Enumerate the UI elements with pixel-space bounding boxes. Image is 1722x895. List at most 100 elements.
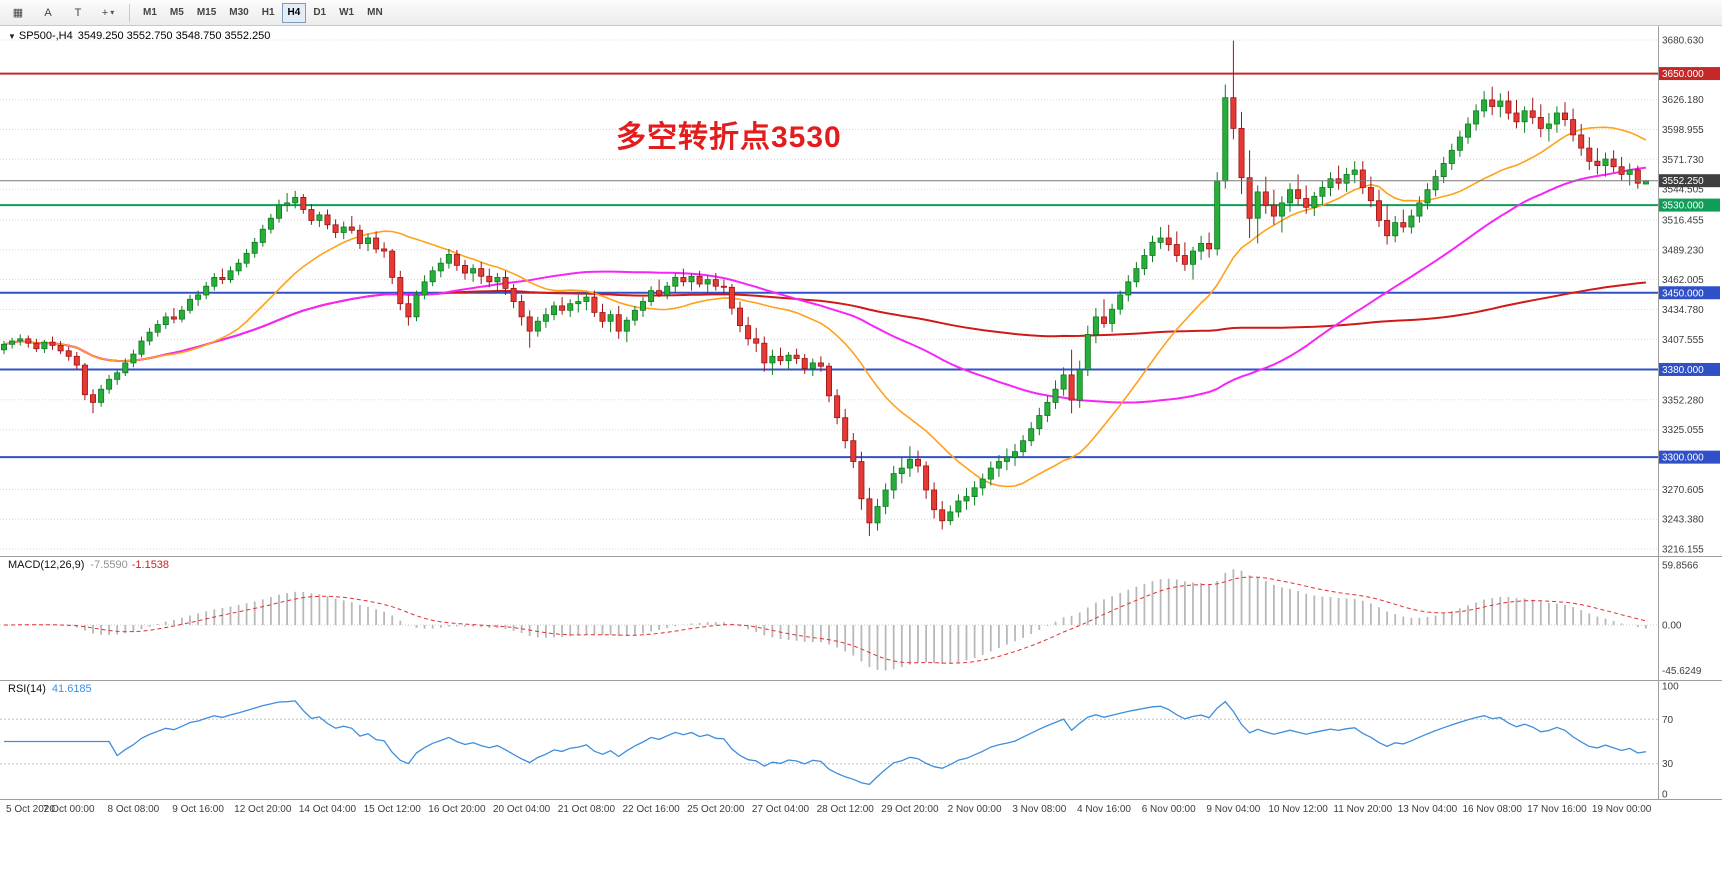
toolbar-icon-group: ▦ A T + ▾ xyxy=(4,2,122,24)
svg-text:3300.000: 3300.000 xyxy=(1662,453,1704,464)
svg-text:2 Nov 00:00: 2 Nov 00:00 xyxy=(948,804,1002,815)
timeframe-button-m15[interactable]: M15 xyxy=(196,7,217,18)
svg-text:19 Nov 00:00: 19 Nov 00:00 xyxy=(1592,804,1652,815)
svg-text:3530.000: 3530.000 xyxy=(1662,201,1704,212)
svg-text:3270.605: 3270.605 xyxy=(1662,485,1704,496)
timeframe-button-m5[interactable]: M5 xyxy=(169,7,184,18)
timeframe-button-m30[interactable]: M30 xyxy=(229,7,249,18)
macd-layer xyxy=(0,569,1658,671)
svg-text:30: 30 xyxy=(1662,759,1674,770)
svg-text:22 Oct 16:00: 22 Oct 16:00 xyxy=(622,804,680,815)
moving-averages-layer xyxy=(3,126,1647,488)
svg-text:20 Oct 04:00: 20 Oct 04:00 xyxy=(493,804,551,815)
svg-text:70: 70 xyxy=(1662,715,1674,726)
svg-text:11 Nov 20:00: 11 Nov 20:00 xyxy=(1333,804,1392,815)
price-label-box-3530.000 xyxy=(1659,198,1720,212)
svg-text:3626.180: 3626.180 xyxy=(1662,95,1704,106)
axis-layer: 3680.630 3626.180 3598.955 3571.730 3544.505… xyxy=(0,26,1722,801)
text-label-icon[interactable]: T xyxy=(74,6,82,19)
macd-indicator-label: MACD(12,26,9) -7.5590 -1.1538 xyxy=(8,559,169,571)
svg-text:3544.505: 3544.505 xyxy=(1662,185,1704,196)
svg-text:10 Nov 12:00: 10 Nov 12:00 xyxy=(1268,804,1328,815)
svg-text:25 Oct 20:00: 25 Oct 20:00 xyxy=(687,804,745,815)
timeframe-button-m1[interactable]: M1 xyxy=(143,7,157,18)
svg-text:9 Nov 04:00: 9 Nov 04:00 xyxy=(1206,804,1260,815)
svg-text:12 Oct 20:00: 12 Oct 20:00 xyxy=(234,804,292,815)
macd-main-value: -7.5590 xyxy=(90,559,128,571)
chart-annotation-text: 多空转折点3530 xyxy=(616,121,842,154)
macd-signal-value: -1.1538 xyxy=(131,559,170,571)
rsi-indicator-label: RSI(14) 41.6185 xyxy=(8,683,92,695)
rsi-layer xyxy=(0,700,1658,786)
svg-text:3462.005: 3462.005 xyxy=(1662,275,1704,286)
timeframe-button-w1[interactable]: W1 xyxy=(339,7,355,18)
grid-layer xyxy=(0,39,1658,550)
timeframe-button-h1[interactable]: H1 xyxy=(261,7,275,18)
svg-text:5 Oct 2020: 5 Oct 2020 xyxy=(6,804,55,815)
svg-text:14 Oct 04:00: 14 Oct 04:00 xyxy=(299,804,357,815)
svg-text:100: 100 xyxy=(1662,682,1679,693)
macd-name: MACD(12,26,9) xyxy=(8,559,85,571)
toolbar: ▦ A T + ▾ M1 M5 M15 M30 H1 H4 D1 W1 MN xyxy=(0,0,1722,26)
svg-text:27 Oct 04:00: 27 Oct 04:00 xyxy=(752,804,810,815)
svg-text:3450.000: 3450.000 xyxy=(1662,288,1704,299)
svg-text:3434.780: 3434.780 xyxy=(1662,305,1704,316)
svg-text:21 Oct 08:00: 21 Oct 08:00 xyxy=(558,804,616,815)
toolbar-separator xyxy=(129,3,130,22)
price-label-box-3450.000 xyxy=(1659,286,1720,300)
svg-text:3598.955: 3598.955 xyxy=(1662,125,1704,136)
svg-text:6 Nov 00:00: 6 Nov 00:00 xyxy=(1142,804,1196,815)
price-label-box-3650.000 xyxy=(1659,67,1720,81)
svg-text:3243.380: 3243.380 xyxy=(1662,515,1704,526)
svg-text:59.8566: 59.8566 xyxy=(1662,560,1699,571)
svg-text:3516.455: 3516.455 xyxy=(1662,215,1704,226)
svg-text:15 Oct 12:00: 15 Oct 12:00 xyxy=(364,804,422,815)
svg-text:3489.230: 3489.230 xyxy=(1662,245,1704,256)
svg-text:0: 0 xyxy=(1662,790,1668,801)
symbol-marker-icon: ▼ xyxy=(8,32,16,41)
timeframe-button-h4[interactable]: H4 xyxy=(281,2,307,23)
svg-text:16 Oct 20:00: 16 Oct 20:00 xyxy=(428,804,486,815)
svg-text:3 Nov 08:00: 3 Nov 08:00 xyxy=(1012,804,1066,815)
text-annotation-icon[interactable]: A xyxy=(44,6,52,19)
svg-text:4 Nov 16:00: 4 Nov 16:00 xyxy=(1077,804,1131,815)
chart-title: ▼ SP500-,H4 3549.250 3552.750 3548.750 355… xyxy=(8,30,270,42)
timeframe-button-mn[interactable]: MN xyxy=(367,7,383,18)
svg-text:3571.730: 3571.730 xyxy=(1662,155,1704,166)
svg-text:3380.000: 3380.000 xyxy=(1662,365,1704,376)
price-label-box-3380.000 xyxy=(1659,362,1720,376)
timeframe-button-d1[interactable]: D1 xyxy=(313,7,327,18)
svg-text:28 Oct 12:00: 28 Oct 12:00 xyxy=(817,804,875,815)
crosshair-tool-icon[interactable]: + ▾ xyxy=(101,6,115,19)
svg-text:3680.630: 3680.630 xyxy=(1662,35,1704,46)
svg-text:3352.280: 3352.280 xyxy=(1662,395,1704,406)
svg-text:17 Nov 16:00: 17 Nov 16:00 xyxy=(1527,804,1587,815)
price-label-box-3552.250 xyxy=(1659,174,1720,188)
svg-text:3407.555: 3407.555 xyxy=(1662,335,1704,346)
candles-layer xyxy=(0,40,1649,537)
price-chart-canvas[interactable]: 3680.630 3626.180 3598.955 3571.730 3544.505… xyxy=(0,26,1722,895)
ma-20-line xyxy=(3,126,1647,488)
svg-text:13 Nov 04:00: 13 Nov 04:00 xyxy=(1398,804,1458,815)
rsi-name: RSI(14) xyxy=(8,683,46,695)
rsi-value: 41.6185 xyxy=(51,683,92,695)
svg-text:7 Oct 00:00: 7 Oct 00:00 xyxy=(43,804,95,815)
svg-text:0.00: 0.00 xyxy=(1662,621,1682,632)
rsi-line xyxy=(4,700,1647,786)
svg-text:9 Oct 16:00: 9 Oct 16:00 xyxy=(172,804,224,815)
macd-signal-line xyxy=(4,576,1647,664)
chart-symbol-timeframe: SP500-,H4 xyxy=(18,30,73,42)
svg-text:-45.6249: -45.6249 xyxy=(1662,666,1702,677)
svg-text:3216.155: 3216.155 xyxy=(1662,545,1704,556)
chart-ohlc-values: 3549.250 3552.750 3548.750 3552.250 xyxy=(77,30,271,42)
svg-text:3650.000: 3650.000 xyxy=(1662,69,1704,80)
svg-text:3552.250: 3552.250 xyxy=(1662,176,1704,187)
svg-text:29 Oct 20:00: 29 Oct 20:00 xyxy=(881,804,939,815)
dropdown-arrow-icon[interactable]: ▾ xyxy=(110,8,115,17)
svg-text:8 Oct 08:00: 8 Oct 08:00 xyxy=(108,804,160,815)
ma-120-line xyxy=(3,281,1646,363)
timeframe-toolbar: M1 M5 M15 M30 H1 H4 D1 W1 MN xyxy=(137,2,389,23)
chart-window-icon[interactable]: ▦ xyxy=(12,7,24,19)
